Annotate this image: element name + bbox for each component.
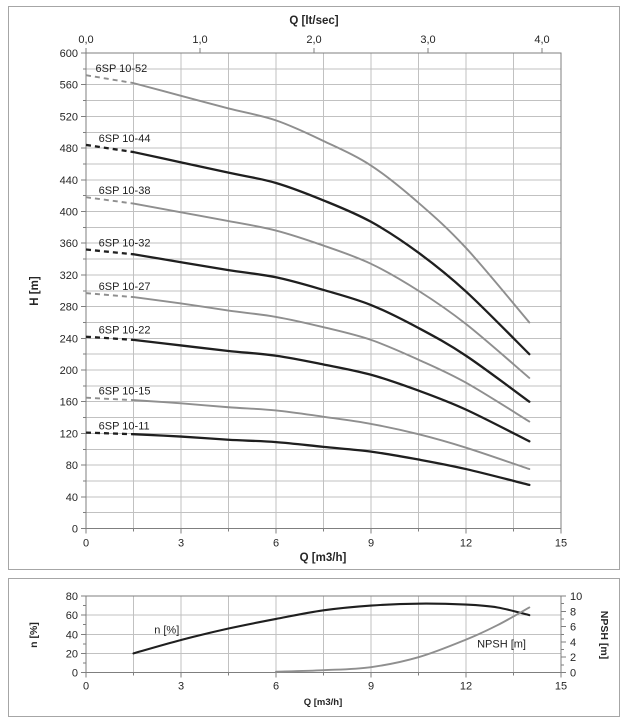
curve-label-npsh-m-: NPSH [m] (477, 638, 526, 650)
left-y-tick-label: 40 (66, 629, 78, 641)
curve-6sp-10-11 (132, 433, 531, 487)
curve-dashed-6sp-10-22 (85, 335, 134, 342)
eff-left-axis-title: n [%] (28, 622, 40, 648)
y-tick-label: 440 (60, 175, 78, 187)
axis-ticks (81, 48, 562, 534)
right-y-tick-label: 2 (570, 652, 576, 664)
curve-dashed-6sp-10-15 (85, 396, 134, 402)
curve-dashed-6sp-10-44 (85, 143, 134, 154)
y-tick-label: 0 (72, 524, 78, 536)
curve-npsh-m- (275, 606, 531, 673)
eff-right-axis-title: NPSH [m] (598, 611, 610, 659)
curve-label-6sp-10-15: 6SP 10-15 (99, 386, 151, 398)
x-tick-label: 12 (460, 681, 472, 693)
curve-n- (132, 602, 531, 655)
x-tick-label: 6 (273, 538, 279, 550)
x-tick-label: 3 (178, 538, 184, 550)
y-tick-label: 40 (66, 492, 78, 504)
x-tick-label: 0 (83, 681, 89, 693)
top-x-tick-label: 4,0 (534, 34, 549, 46)
y-tick-label: 200 (60, 365, 78, 377)
gridlines (86, 596, 561, 673)
head-flow-chart: 0 3 6 9 12 15 0 40 80 120 160 200 240 280 320 360 400 440… (29, 15, 567, 564)
left-axis-title: H [m] (29, 276, 41, 306)
curve-6sp-10-15 (132, 399, 531, 471)
curve-dashed-6sp-10-38 (85, 196, 134, 205)
curve-label-6sp-10-44: 6SP 10-44 (99, 133, 151, 145)
y-tick-label: 280 (60, 302, 78, 314)
curve-label-n-: n [%] (154, 624, 179, 636)
curve-label-6sp-10-52: 6SP 10-52 (96, 63, 148, 75)
y-tick-label: 360 (60, 238, 78, 250)
top-x-tick-label: 2,0 (306, 34, 321, 46)
y-tick-label: 560 (60, 80, 78, 92)
y-tick-label: 80 (66, 460, 78, 472)
curve-dashed-6sp-10-32 (85, 248, 134, 256)
top-x-tick-label: 3,0 (420, 34, 435, 46)
y-tick-label: 240 (60, 333, 78, 345)
axis-ticks (81, 595, 566, 678)
left-y-tick-label: 60 (66, 610, 78, 622)
axis-tick-labels: 0 3 6 9 12 15 0 40 80 120 160 200 240 280 320 360 400 440… (60, 34, 567, 550)
y-tick-label: 160 (60, 397, 78, 409)
head-chart-panel: 0 3 6 9 12 15 0 40 80 120 160 200 240 280 320 360 400 440… (8, 6, 620, 570)
curve-dashed-6sp-10-11 (85, 431, 134, 436)
y-tick-label: 480 (60, 143, 78, 155)
curve-label-6sp-10-22: 6SP 10-22 (99, 325, 151, 337)
x-tick-label: 3 (178, 681, 184, 693)
efficiency-npsh-panel: 0 3 6 9 12 15 0 20 40 60 80 0 2 4 6 8 10 n [%] NPSH [m] n … (8, 578, 620, 717)
curve-label-6sp-10-38: 6SP 10-38 (99, 185, 151, 197)
right-y-tick-label: 8 (570, 606, 576, 618)
top-x-tick-label: 0,0 (78, 34, 93, 46)
curve-6sp-10-52 (132, 82, 531, 324)
curve-6sp-10-27 (132, 296, 531, 423)
curve-6sp-10-44 (132, 150, 531, 356)
x-tick-label: 15 (555, 538, 567, 550)
bottom-axis-title-head: Q [m3/h] (300, 552, 347, 564)
y-tick-label: 320 (60, 270, 78, 282)
bottom-axis-title-eff: Q [m3/h] (304, 697, 343, 708)
right-y-tick-label: 4 (570, 637, 576, 649)
x-tick-label: 9 (368, 538, 374, 550)
right-y-tick-label: 10 (570, 591, 582, 603)
curve-dashed-6sp-10-52 (85, 74, 134, 85)
x-tick-label: 9 (368, 681, 374, 693)
curve-6sp-10-32 (132, 253, 531, 403)
right-y-tick-label: 6 (570, 622, 576, 634)
x-tick-label: 0 (83, 538, 89, 550)
top-x-tick-label: 1,0 (192, 34, 207, 46)
y-tick-label: 520 (60, 111, 78, 123)
curve-label-6sp-10-11: 6SP 10-11 (99, 421, 150, 433)
curve-6sp-10-22 (132, 338, 531, 443)
curve-dashed-6sp-10-27 (85, 292, 134, 299)
left-y-tick-label: 20 (66, 648, 78, 660)
right-y-tick-label: 0 (570, 668, 576, 680)
x-tick-label: 12 (460, 538, 472, 550)
x-tick-label: 15 (555, 681, 567, 693)
x-tick-label: 6 (273, 681, 279, 693)
left-y-tick-label: 80 (66, 591, 78, 603)
curve-6sp-10-38 (132, 202, 531, 379)
curve-label-6sp-10-32: 6SP 10-32 (99, 238, 151, 250)
top-axis-title: Q [lt/sec] (289, 15, 338, 27)
curve-label-6sp-10-27: 6SP 10-27 (99, 281, 151, 293)
y-tick-label: 400 (60, 207, 78, 219)
y-tick-label: 600 (60, 48, 78, 60)
y-tick-label: 120 (60, 428, 78, 440)
left-y-tick-label: 0 (72, 668, 78, 680)
